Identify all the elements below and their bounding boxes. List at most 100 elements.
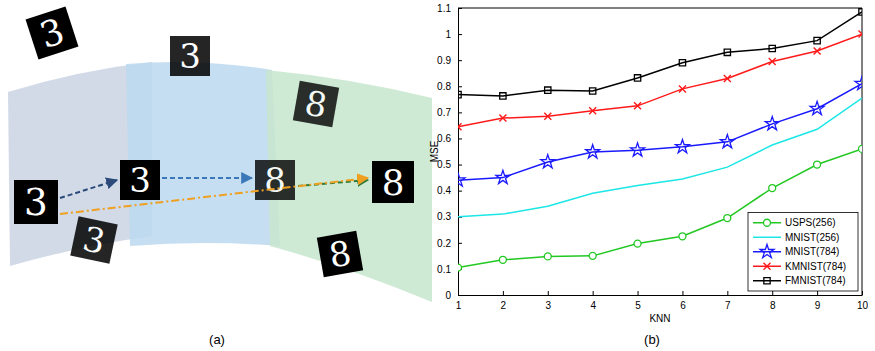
y-tick-label: 0.4 <box>437 185 451 196</box>
y-tick-label: 0.8 <box>437 81 451 92</box>
data-point <box>814 161 821 168</box>
legend-label: KMNIST(784) <box>785 261 846 272</box>
legend-swatch <box>753 237 781 239</box>
y-tick-label: 1 <box>445 29 451 40</box>
x-tick: 3 <box>545 291 551 311</box>
x-tick-mark <box>772 291 773 295</box>
y-tick-label: 0 <box>445 290 451 301</box>
path-arrow <box>60 178 368 214</box>
x-tick: 10 <box>857 291 869 311</box>
y-tick: 0.1 <box>437 264 462 275</box>
legend-label: FMNIST(784) <box>785 275 846 286</box>
data-point <box>679 60 685 66</box>
data-point <box>859 145 863 152</box>
path-arrow <box>162 177 252 179</box>
diagram-panel: 333338888(a) <box>8 7 432 347</box>
chart-panel: 1234567891000.10.20.30.40.50.60.70.80.91… <box>429 3 869 347</box>
x-tick-label: 4 <box>590 300 596 311</box>
x-tick-label: 1 <box>456 300 462 311</box>
panel-caption: (a) <box>209 332 225 347</box>
legend-marker <box>760 244 774 257</box>
y-tick-mark <box>458 112 462 113</box>
legend-entry: KMNIST(784) <box>753 261 846 272</box>
x-tick-label: 5 <box>635 300 641 311</box>
data-point <box>500 93 506 99</box>
data-point <box>679 233 686 240</box>
tile-background <box>70 216 117 263</box>
data-point <box>855 76 862 89</box>
series-line <box>458 149 862 268</box>
legend-label: MNIST(256) <box>785 232 839 243</box>
y-tick: 0.7 <box>437 107 462 118</box>
y-tick-label: 1.1 <box>437 3 451 14</box>
digit-label: 8 <box>264 160 286 200</box>
y-tick-mark <box>458 138 462 139</box>
figure: 333338888(a)1234567891000.10.20.30.40.50… <box>0 0 875 351</box>
legend-entry: FMNIST(784) <box>753 275 846 286</box>
digit-label: 3 <box>129 160 151 200</box>
data-point <box>810 101 824 114</box>
digit-label: 8 <box>382 162 405 203</box>
digit-tile: 8 <box>317 231 363 277</box>
digit-tile: 3 <box>120 160 160 200</box>
tile-background <box>26 7 79 60</box>
data-point <box>586 145 600 158</box>
data-point <box>765 117 779 130</box>
x-tick-label: 3 <box>545 300 551 311</box>
y-tick-mark <box>458 295 462 296</box>
digit-tile: 3 <box>170 36 210 76</box>
x-tick: 6 <box>680 291 686 311</box>
x-tick-label: 7 <box>725 300 731 311</box>
digit-label: 3 <box>179 36 201 76</box>
y-axis-line <box>458 9 459 296</box>
x-tick: 9 <box>815 291 821 311</box>
series-line <box>458 34 862 127</box>
x-tick-mark <box>548 291 549 295</box>
digit-label: 8 <box>326 232 354 275</box>
data-point <box>679 85 686 92</box>
plot-area <box>458 9 862 271</box>
path-arrow <box>60 180 117 198</box>
y-tick: 0.8 <box>437 81 462 92</box>
data-point <box>814 48 821 55</box>
x-tick-mark <box>593 291 594 295</box>
data-point <box>589 252 596 259</box>
y-tick-mark <box>458 165 462 166</box>
digit-tile: 3 <box>26 7 79 60</box>
x-tick: 2 <box>501 291 507 311</box>
data-point <box>544 253 551 260</box>
x-tick-mark <box>862 291 863 295</box>
y-tick-label: 0.2 <box>437 238 451 249</box>
legend-box <box>748 213 858 292</box>
data-point <box>634 102 641 109</box>
y-tick-mark <box>458 191 462 192</box>
x-tick-mark <box>638 291 639 295</box>
y-tick: 0.2 <box>437 238 462 249</box>
digit-tile: 8 <box>255 160 295 200</box>
series-line <box>458 12 862 96</box>
tile-background <box>317 231 363 277</box>
data-point <box>859 9 862 15</box>
data-point <box>724 215 731 222</box>
y-tick-label: 0.1 <box>437 264 451 275</box>
data-point <box>769 45 775 51</box>
digit-label: 3 <box>24 180 48 224</box>
data-point <box>499 115 506 122</box>
y-axis: 00.10.20.30.40.50.60.70.80.911.1 <box>437 3 462 301</box>
y-tick: 0.6 <box>437 133 462 144</box>
data-point <box>545 87 551 93</box>
digit-label: 3 <box>35 10 69 56</box>
tile-background <box>372 161 414 203</box>
tile-background <box>255 160 295 200</box>
legend-marker <box>764 263 771 270</box>
data-point <box>458 173 465 186</box>
x-axis: 1 2 3 4 5 6 7 8 9 10 <box>456 291 869 311</box>
data-point <box>634 240 641 247</box>
digit-tile: 3 <box>14 180 58 224</box>
data-point <box>634 75 640 81</box>
data-point <box>631 143 645 156</box>
digit-tile: 8 <box>293 81 339 127</box>
y-tick: 0.5 <box>437 159 462 170</box>
x-tick: 8 <box>770 291 776 311</box>
legend-entry: MNIST(784) <box>753 244 839 257</box>
